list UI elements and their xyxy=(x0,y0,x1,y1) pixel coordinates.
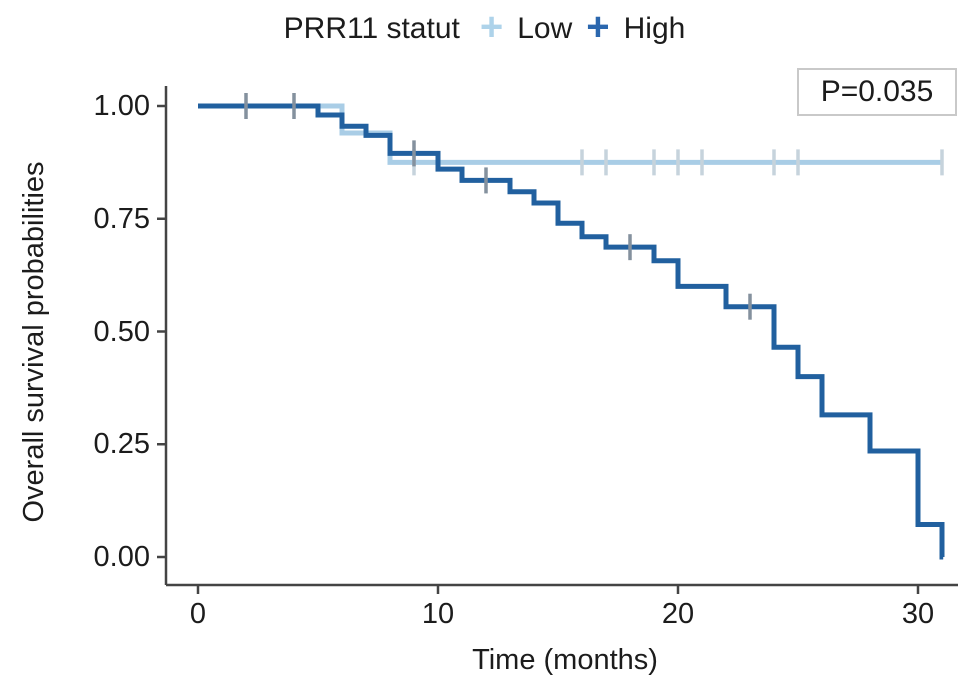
low-survival-curve xyxy=(198,103,942,165)
y-tick-label: 0.00 xyxy=(93,541,150,573)
legend-title: PRR11 statut xyxy=(283,12,460,45)
y-tick-label: 0.25 xyxy=(93,428,150,461)
pvalue-text: P=0.035 xyxy=(820,75,934,108)
y-tick-label: 1.00 xyxy=(93,90,150,122)
x-tick-label: 10 xyxy=(421,598,455,630)
x-axis-title: Time (months) xyxy=(472,644,658,676)
y-tick-label: 0.75 xyxy=(93,202,150,235)
legend-high-plus-icon: + xyxy=(586,4,610,49)
legend-label-low: Low xyxy=(517,12,573,45)
legend: PRR11 statut + Low + High xyxy=(0,4,969,49)
x-tick-label: 0 xyxy=(189,598,207,630)
high-survival-curve xyxy=(198,103,945,560)
pvalue-box: P=0.035 xyxy=(797,68,957,116)
y-tick-label: 0.50 xyxy=(93,315,150,348)
legend-low-plus-icon: + xyxy=(479,4,504,49)
x-tick-label: 20 xyxy=(661,598,695,630)
legend-label-high: High xyxy=(623,12,686,45)
x-tick-label: 30 xyxy=(901,598,935,630)
